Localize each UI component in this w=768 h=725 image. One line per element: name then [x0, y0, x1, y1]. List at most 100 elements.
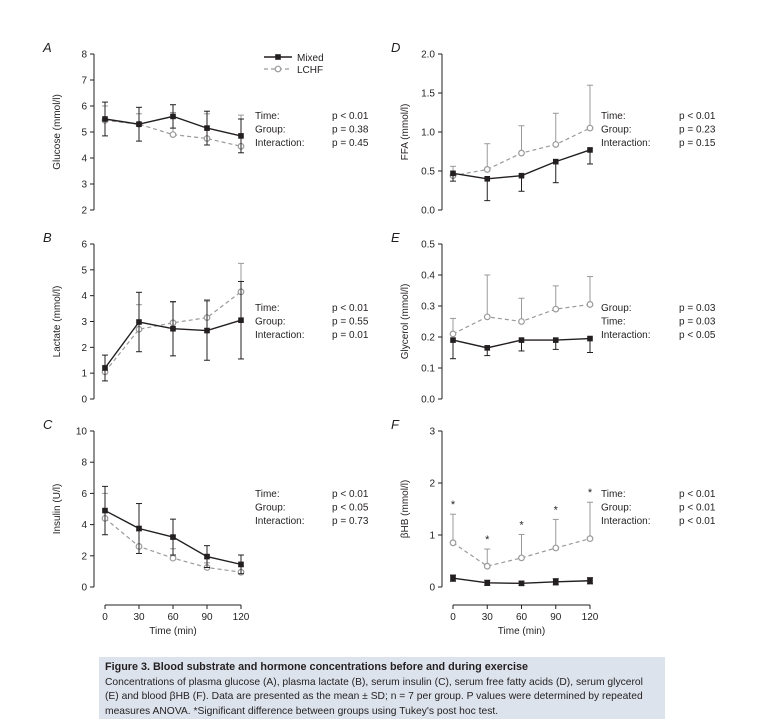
- x-tick-label: 90: [550, 612, 562, 623]
- x-tick-label: 120: [582, 612, 599, 623]
- stats-value-interaction: p = 0.01: [332, 330, 369, 341]
- data-point: [552, 158, 559, 165]
- significance-marker: *: [451, 499, 456, 511]
- y-tick-label: 7: [81, 76, 87, 87]
- stats-label-time: Time:: [255, 303, 280, 314]
- data-point: [238, 317, 244, 324]
- significance-marker: *: [519, 519, 524, 531]
- series-line: [104, 291, 242, 373]
- panel-b: B 0 1 2 3 4 5 6 Lactate (mmol/l) Time: p < 0.01 Gro…: [43, 230, 369, 406]
- significance-marker: *: [485, 534, 490, 546]
- y-tick-label: 2: [429, 479, 435, 490]
- legend-marker-mixed: [275, 54, 281, 60]
- series-mixed: [102, 101, 244, 154]
- stats-value-time: p < 0.01: [332, 111, 369, 122]
- stats-label-interaction: Interaction:: [601, 330, 650, 341]
- stats-label-interaction: Interaction:: [601, 138, 650, 149]
- data-point: [450, 575, 456, 581]
- data-point: [586, 124, 594, 132]
- x-tick-label: 30: [482, 612, 494, 623]
- data-point: [102, 507, 108, 514]
- data-point: [483, 166, 491, 173]
- stats-value-interaction: p = 0.15: [679, 138, 716, 149]
- data-point: [136, 319, 142, 325]
- stats-label-group: Group:: [601, 125, 632, 136]
- y-tick-label: 3: [81, 180, 87, 191]
- data-point: [587, 577, 593, 584]
- legend-label-mixed: Mixed: [297, 53, 324, 64]
- stats-value-interaction: p < 0.05: [679, 330, 716, 341]
- series-mixed: [450, 574, 593, 587]
- stats-value-time: p < 0.01: [332, 303, 369, 314]
- y-tick-label: 4: [81, 154, 87, 165]
- data-point: [136, 121, 142, 127]
- stats-value-group: p = 0.23: [679, 125, 716, 136]
- data-point: [552, 337, 559, 343]
- stats-value-time: p < 0.01: [679, 489, 716, 500]
- stats-label-time: Time:: [601, 111, 626, 122]
- x-tick-label: 120: [233, 612, 250, 623]
- data-point: [449, 539, 457, 547]
- y-tick-label: 0: [429, 583, 435, 594]
- data-point: [449, 330, 457, 338]
- data-point: [450, 337, 456, 343]
- y-tick-label: 0.2: [421, 333, 435, 344]
- stats-label-interaction: Interaction:: [255, 516, 304, 527]
- y-tick-label: 1.5: [421, 89, 435, 100]
- data-point: [102, 365, 108, 371]
- figure-3: A 2 3 4 5 6 7 8 Glucose (mmol/l) Time: p < 0.01 Gro…: [42, 40, 716, 637]
- y-tick-label: 6: [81, 102, 87, 113]
- data-point: [170, 534, 176, 540]
- data-point: [450, 170, 456, 177]
- y-tick-label: 5: [81, 265, 87, 276]
- y-tick-label: 4: [81, 520, 87, 531]
- data-point: [169, 554, 177, 562]
- x-axis-label: Time (min): [498, 626, 545, 637]
- data-point: [238, 133, 244, 139]
- y-tick-label: 0.3: [421, 302, 435, 313]
- x-tick-label: 0: [102, 612, 108, 623]
- y-tick-label: 4: [81, 291, 87, 302]
- series-mixed: [450, 335, 593, 360]
- data-point: [204, 327, 210, 334]
- y-tick-label: 0.0: [421, 395, 435, 406]
- stats-value-group: p < 0.01: [679, 503, 716, 514]
- y-tick-label: 2: [81, 343, 87, 354]
- y-axis-label: FFA (mmol/l): [400, 104, 411, 161]
- x-tick-label: 90: [201, 612, 213, 623]
- stats-value-group: p = 0.03: [679, 303, 716, 314]
- y-tick-label: 1.0: [421, 128, 435, 139]
- panel-a: A 2 3 4 5 6 7 8 Glucose (mmol/l) Time: p < 0.01 Gro…: [42, 40, 369, 217]
- stats-value-time: p = 0.03: [679, 317, 716, 328]
- data-point: [136, 525, 142, 532]
- data-point: [483, 313, 491, 321]
- caption-body: Concentrations of plasma glucose (A), pl…: [105, 676, 643, 717]
- x-tick-label: 30: [133, 612, 145, 623]
- series-lchf: [449, 274, 594, 338]
- x-tick-label: 60: [167, 612, 179, 623]
- data-point: [204, 553, 210, 560]
- data-point: [102, 116, 108, 122]
- y-tick-label: 2.0: [421, 50, 435, 61]
- panel-letter: E: [391, 230, 400, 245]
- data-point: [552, 579, 559, 585]
- series-mixed: [102, 280, 244, 382]
- stats-value-interaction: p = 0.73: [332, 516, 369, 527]
- data-point: [587, 335, 593, 342]
- stats-value-group: p = 0.38: [332, 125, 369, 136]
- y-axis-label: Glucose (mmol/l): [52, 94, 63, 170]
- data-point: [586, 535, 594, 543]
- y-tick-label: 6: [81, 240, 87, 251]
- data-point: [587, 147, 593, 153]
- series-lchf: [449, 84, 594, 180]
- y-tick-label: 6: [81, 489, 87, 500]
- y-axis-label: βHB (mmol/l): [400, 480, 411, 539]
- panel-letter: C: [43, 417, 53, 432]
- stats-value-group: p = 0.55: [332, 317, 369, 328]
- y-tick-label: 0: [81, 395, 87, 406]
- panel-letter: D: [391, 40, 400, 55]
- y-tick-label: 0: [81, 583, 87, 594]
- data-point: [204, 125, 210, 131]
- stats-value-interaction: p < 0.01: [679, 516, 716, 527]
- series-mixed: [450, 147, 593, 202]
